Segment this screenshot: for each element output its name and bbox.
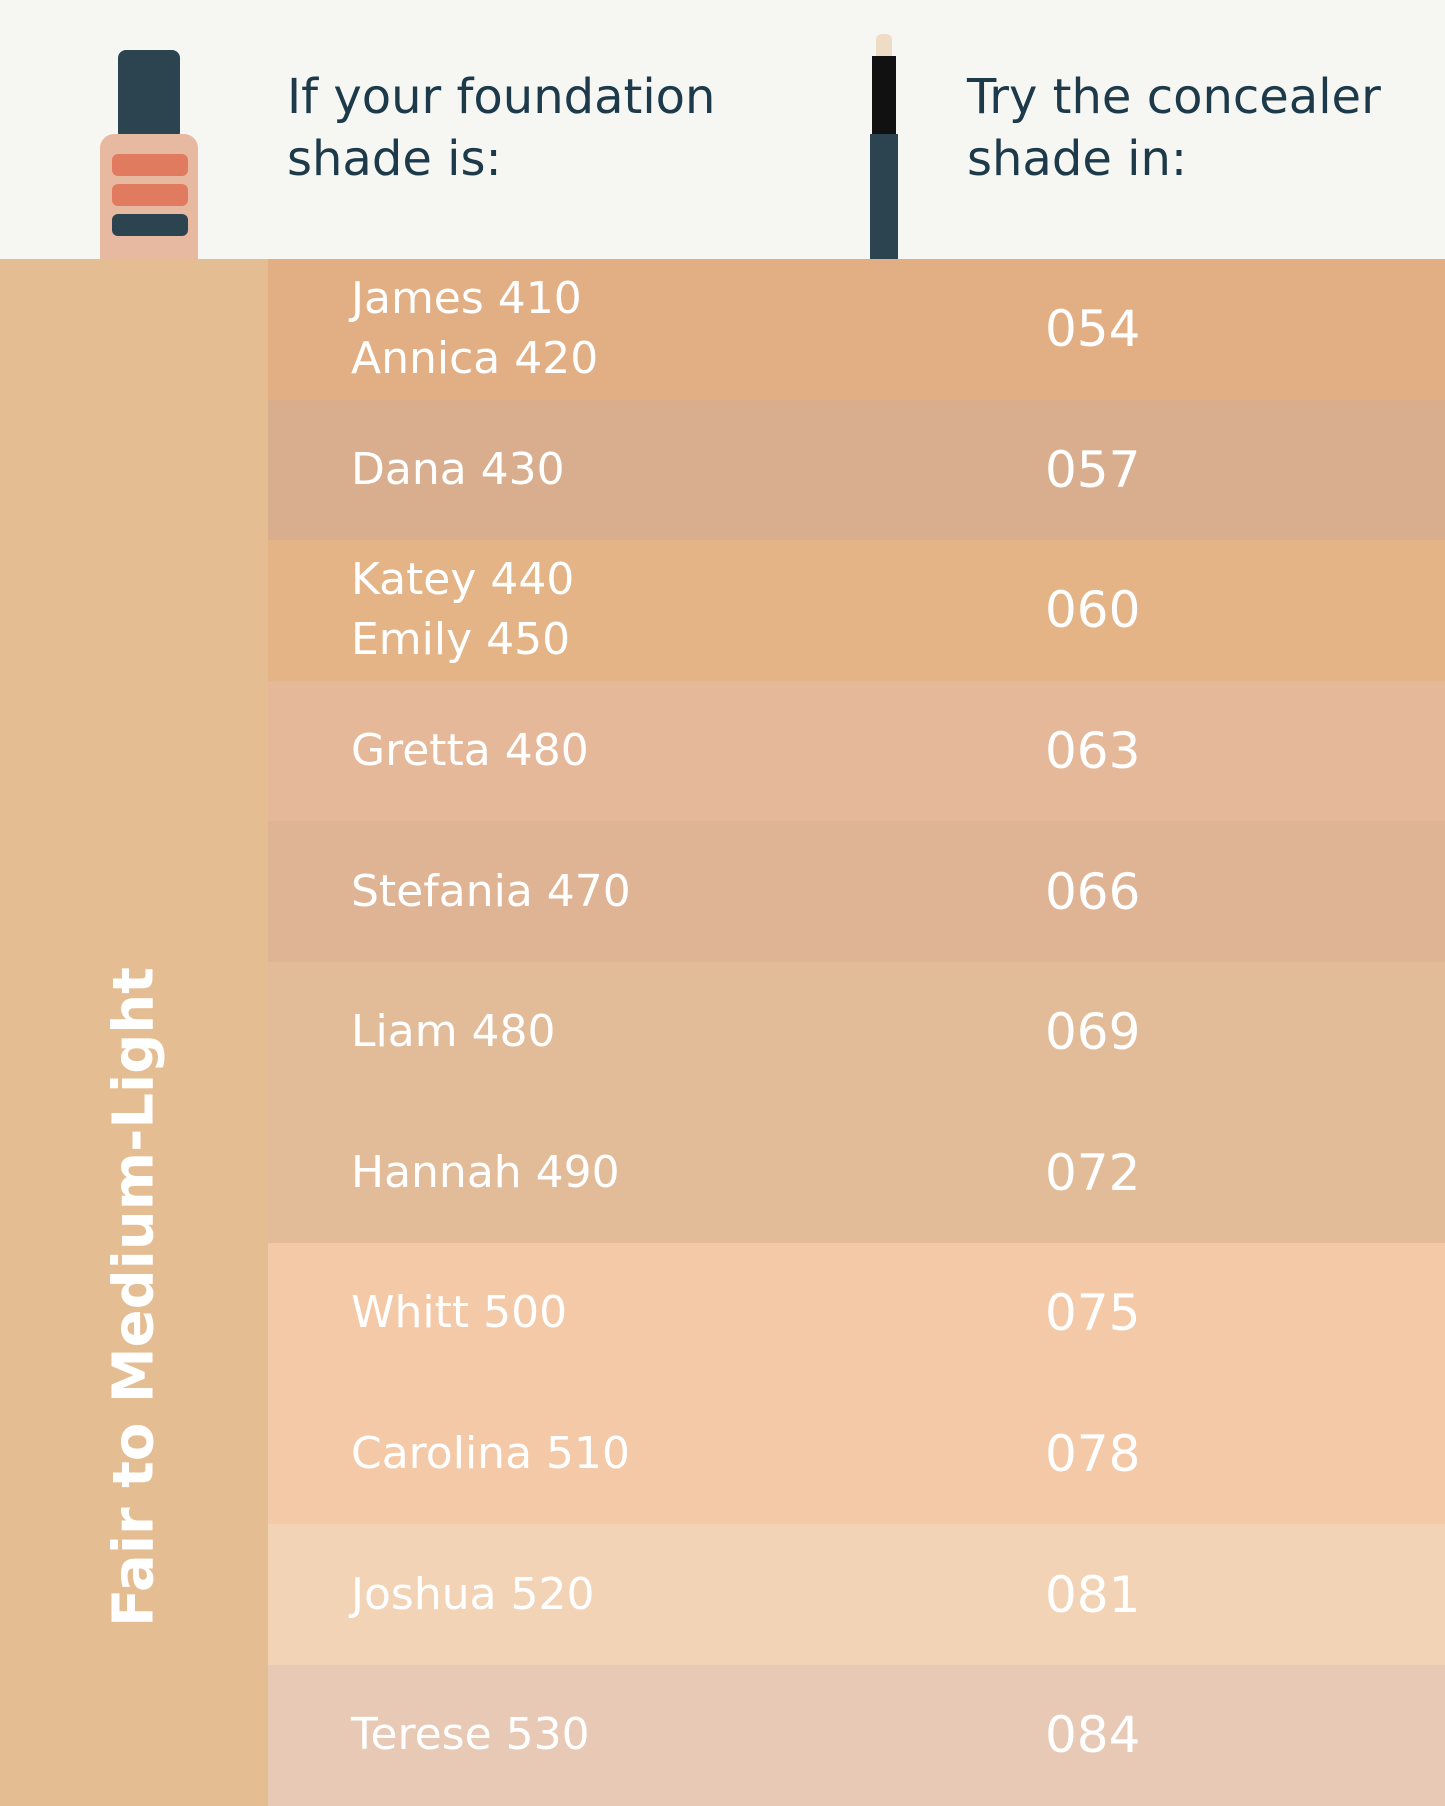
- concealer-shade: 078: [1045, 1425, 1141, 1484]
- foundation-shade: Liam 480: [351, 1006, 556, 1058]
- shade-row: James 410 Annica 420 054: [268, 259, 1445, 400]
- foundation-heading: If your foundation shade is:: [287, 69, 716, 187]
- foundation-bottle-icon: [100, 50, 198, 280]
- concealer-heading: Try the concealer shade in:: [967, 69, 1381, 187]
- concealer-shade: 069: [1045, 1003, 1141, 1062]
- concealer-shade: 084: [1045, 1706, 1141, 1765]
- concealer-shade: 072: [1045, 1143, 1141, 1202]
- shade-row: Liam 480 069: [268, 961, 1445, 1103]
- foundation-shade: Stefania 470: [351, 865, 631, 917]
- shade-row: Joshua 520 081: [268, 1524, 1445, 1665]
- shade-row: Dana 430 057: [268, 399, 1445, 541]
- foundation-shades: Whitt 500: [351, 1283, 567, 1343]
- foundation-shade: Katey 440: [351, 554, 575, 606]
- foundation-shades: Gretta 480: [351, 721, 589, 781]
- concealer-shade: 054: [1045, 300, 1141, 359]
- shade-row: Carolina 510 078: [268, 1383, 1445, 1525]
- foundation-shade: Joshua 520: [351, 1568, 595, 1620]
- concealer-shade: 075: [1045, 1284, 1141, 1343]
- foundation-shade: Dana 430: [351, 443, 565, 495]
- foundation-shade: Whitt 500: [351, 1287, 568, 1339]
- concealer-shade: 057: [1045, 440, 1141, 499]
- foundation-shade: Carolina 510: [351, 1428, 630, 1480]
- foundation-shades: Dana 430: [351, 440, 565, 500]
- foundation-shades: James 410 Annica 420: [351, 269, 598, 389]
- shade-row: Terese 530 084: [268, 1664, 1445, 1806]
- shade-row: Hannah 490 072: [268, 1102, 1445, 1244]
- shade-row: Stefania 470 066: [268, 821, 1445, 962]
- foundation-shade: Gretta 480: [351, 725, 589, 777]
- concealer-stick-icon: [870, 34, 898, 294]
- foundation-shade: Emily 450: [351, 614, 571, 666]
- concealer-shade: 081: [1045, 1565, 1141, 1624]
- side-band: Fair to Medium-Light: [0, 259, 268, 1806]
- shade-table: James 410 Annica 420 054 Dana 430 057 Katey 4…: [268, 259, 1445, 1806]
- foundation-shades: Katey 440 Emily 450: [351, 550, 574, 670]
- foundation-shades: Liam 480: [351, 1002, 556, 1062]
- foundation-shade: Hannah 490: [351, 1146, 620, 1198]
- foundation-shades: Joshua 520: [351, 1565, 595, 1625]
- concealer-shade: 060: [1045, 581, 1141, 640]
- concealer-shade: 066: [1045, 862, 1141, 921]
- shade-row: Whitt 500 075: [268, 1243, 1445, 1384]
- foundation-shades: Carolina 510: [351, 1424, 630, 1484]
- foundation-shades: Stefania 470: [351, 862, 631, 922]
- foundation-shades: Hannah 490: [351, 1143, 620, 1203]
- foundation-shade: Terese 530: [351, 1709, 590, 1761]
- foundation-shades: Terese 530: [351, 1705, 590, 1765]
- shade-row: Gretta 480 063: [268, 680, 1445, 822]
- foundation-shade: Annica 420: [351, 333, 599, 385]
- side-label: Fair to Medium-Light: [101, 967, 167, 1627]
- foundation-shade: James 410: [351, 273, 582, 325]
- concealer-shade: 063: [1045, 722, 1141, 781]
- shade-row: Katey 440 Emily 450 060: [268, 540, 1445, 681]
